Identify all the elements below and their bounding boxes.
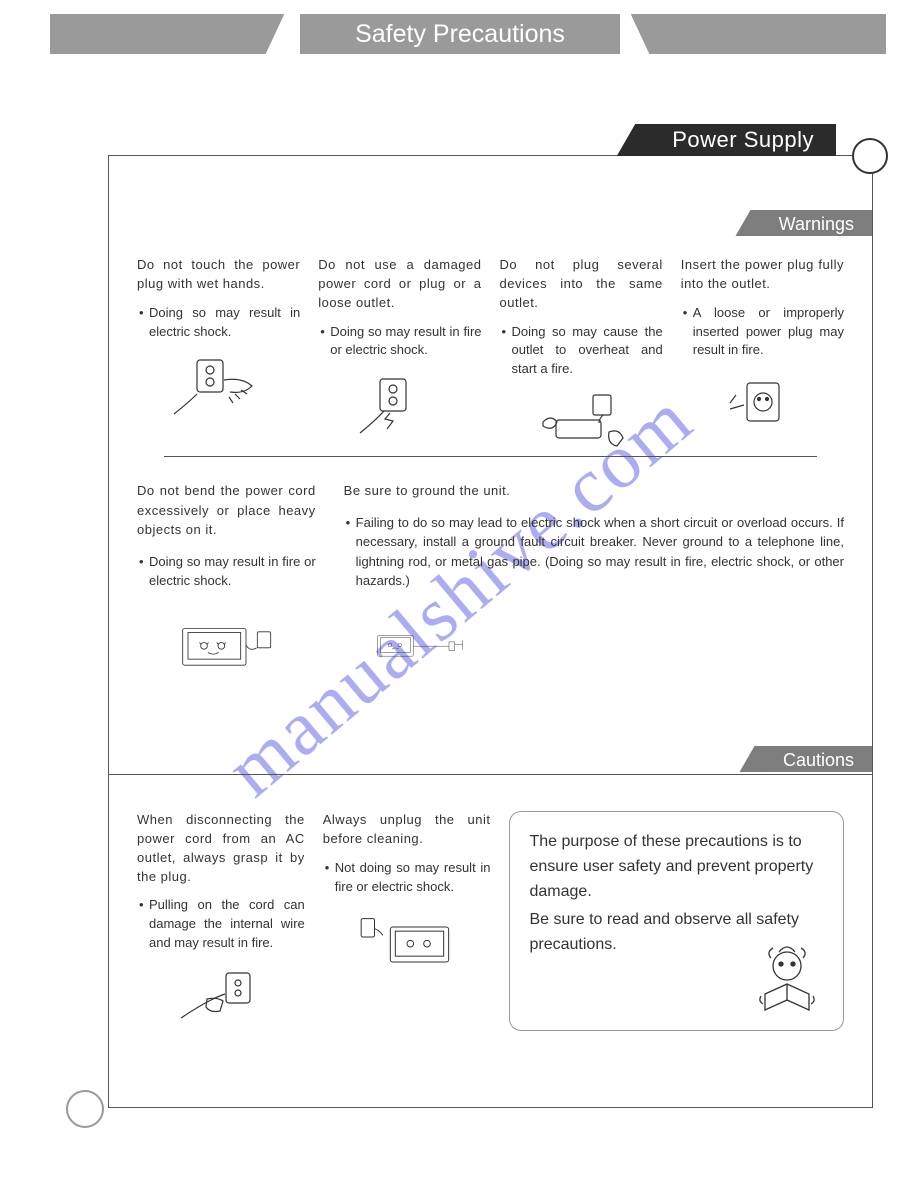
page-title-tab: Safety Precautions (300, 14, 620, 54)
warning-item: Do not touch the power plug with wet han… (137, 256, 300, 457)
corner-circle-bottom (66, 1090, 104, 1128)
section-tab-power-supply: Power Supply (642, 124, 836, 156)
warning-bullet: Doing so may result in fire or electric … (318, 323, 481, 361)
warnings-row-1: Do not touch the power plug with wet han… (137, 256, 844, 457)
warning-item: Do not bend the power cord excessively o… (137, 481, 316, 689)
illustration-wet-hands (137, 349, 300, 419)
warning-bullet: Doing so may result in fire or electric … (137, 552, 316, 591)
cautions-divider (109, 774, 872, 775)
illustration-reader (747, 946, 827, 1016)
illustration-grasp-plug (137, 961, 305, 1031)
illustration-insert-plug (681, 368, 844, 438)
cautions-tab: Cautions (759, 746, 872, 772)
warning-heading: Do not bend the power cord excessively o… (137, 481, 316, 540)
content-frame: Power Supply Warnings Do not touch the p… (108, 155, 873, 1108)
warning-bullet: Doing so may result in electric shock. (137, 304, 300, 342)
warning-item: Be sure to ground the unit. Failing to d… (344, 481, 844, 689)
caution-item: When disconnecting the power cord from a… (137, 811, 305, 1031)
warning-heading: Be sure to ground the unit. (344, 481, 844, 501)
warning-bullet: Doing so may cause the outlet to overhea… (500, 323, 663, 380)
warnings-divider (164, 456, 817, 457)
caution-heading: When disconnecting the power cord from a… (137, 811, 305, 886)
caution-item: Always unplug the unit before cleaning. … (323, 811, 491, 1031)
illustration-multi-plug (500, 387, 663, 457)
caution-bullet: Not doing so may result in fire or elect… (323, 859, 491, 897)
illustration-grounding (344, 599, 844, 689)
cautions-tab-label: Cautions (783, 750, 854, 771)
illustration-damaged-cord (318, 368, 481, 438)
page-title: Safety Precautions (355, 20, 565, 49)
warning-heading: Do not plug several devices into the sam… (500, 256, 663, 313)
warning-heading: Do not use a damaged power cord or plug … (318, 256, 481, 313)
warning-heading: Do not touch the power plug with wet han… (137, 256, 300, 294)
info-box: The purpose of these precautions is to e… (509, 811, 845, 1031)
warning-heading: Insert the power plug fully into the out… (681, 256, 844, 294)
warning-item: Insert the power plug fully into the out… (681, 256, 844, 457)
cautions-row: When disconnecting the power cord from a… (137, 811, 844, 1031)
warning-item: Do not plug several devices into the sam… (500, 256, 663, 457)
caution-bullet: Pulling on the cord can damage the inter… (137, 896, 305, 953)
header-left-notch (32, 14, 50, 54)
warning-bullet: Failing to do so may lead to electric sh… (344, 513, 844, 591)
corner-circle-top (852, 138, 888, 174)
warnings-row-2: Do not bend the power cord excessively o… (137, 481, 844, 689)
warnings-tab: Warnings (755, 210, 872, 236)
illustration-unplug-clean (323, 904, 491, 974)
illustration-bent-cord (137, 599, 316, 689)
warnings-tab-label: Warnings (779, 214, 854, 235)
warning-bullet: A loose or improperly inserted power plu… (681, 304, 844, 361)
info-box-line1: The purpose of these precautions is to e… (530, 830, 824, 904)
warning-item: Do not use a damaged power cord or plug … (318, 256, 481, 457)
section-tab-label: Power Supply (672, 127, 814, 153)
caution-heading: Always unplug the unit before cleaning. (323, 811, 491, 849)
